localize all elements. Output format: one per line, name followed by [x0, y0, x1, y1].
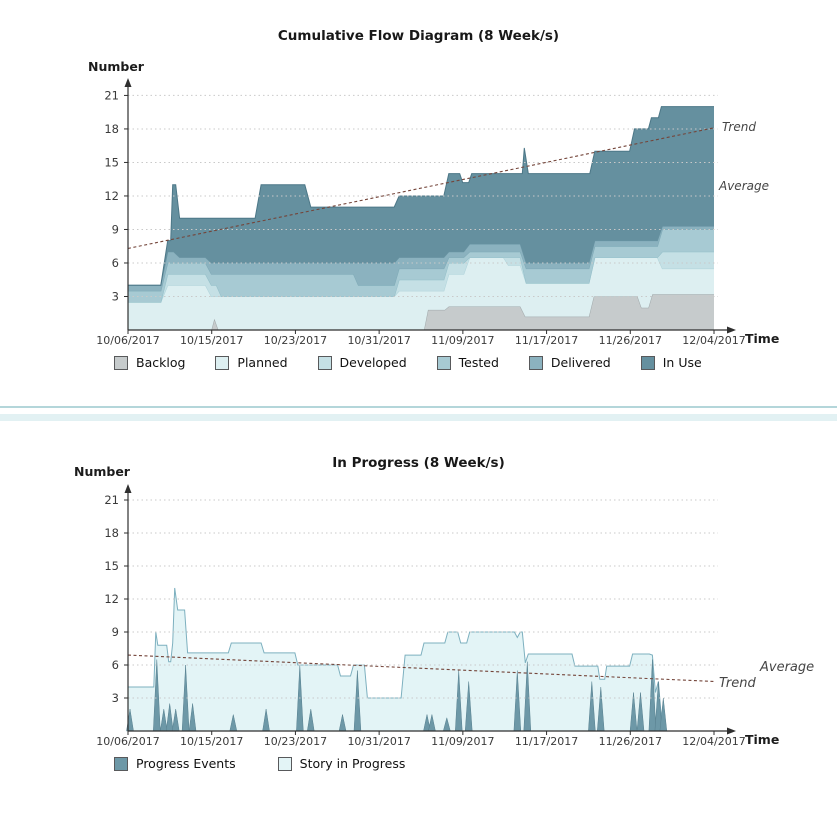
legend-item-story-in-progress: Story in Progress [277, 756, 406, 771]
area-planned [128, 257, 714, 330]
divider-line-bottom [0, 414, 837, 421]
x-tick-label: 11/26/2017 [599, 334, 662, 347]
area-tested [128, 229, 714, 303]
in-progress-legend: Progress Events Story in Progress [114, 756, 405, 771]
area-outline [128, 587, 663, 732]
legend-label: Tested [458, 355, 499, 370]
x-tick-label: 10/23/2017 [264, 334, 327, 347]
x-tick-label: 10/23/2017 [264, 735, 327, 748]
y-tick-label: 21 [104, 88, 119, 102]
cfd-average-label: Average [719, 179, 769, 193]
in-progress-trend-label: Trend [719, 676, 756, 691]
legend-swatch [436, 355, 451, 370]
y-axis-arrow-icon [124, 78, 132, 87]
y-tick-label: 6 [112, 658, 119, 672]
legend-label: Planned [237, 355, 288, 370]
legend-swatch [528, 355, 543, 370]
x-tick-label: 10/15/2017 [180, 735, 243, 748]
x-tick-label: 10/31/2017 [347, 334, 410, 347]
legend-swatch [640, 355, 655, 370]
y-axis-arrow-icon [124, 484, 132, 493]
legend-swatch [114, 355, 128, 370]
y-tick-label: 12 [104, 189, 119, 203]
x-tick-label: 12/04/2017 [682, 334, 745, 347]
in-progress-x-axis-label: Time [745, 732, 780, 747]
x-tick-label: 11/17/2017 [515, 735, 578, 748]
legend-item-delivered: Delivered [528, 355, 611, 370]
x-tick-label: 10/15/2017 [180, 334, 243, 347]
area-backlog [128, 294, 714, 330]
legend-swatch [317, 355, 332, 370]
in-progress-y-axis-label: Number [74, 464, 130, 479]
y-tick-label: 18 [104, 526, 119, 540]
legend-item-planned: Planned [215, 355, 288, 370]
cfd-x-axis-label: Time [745, 331, 780, 346]
x-tick-label: 10/06/2017 [96, 735, 159, 748]
area-delivered [128, 226, 714, 291]
x-tick-label: 11/09/2017 [431, 735, 494, 748]
y-tick-label: 15 [104, 155, 119, 169]
legend-label: Delivered [550, 355, 611, 370]
legend-label: Story in Progress [299, 756, 406, 771]
legend-label: Progress Events [136, 756, 236, 771]
cfd-chart: 3 6 9 12 15 18 21 10/06/2017 10/15/2017 10/23/201… [0, 0, 837, 400]
legend-swatch [215, 355, 230, 370]
x-tick-label: 10/06/2017 [96, 334, 159, 347]
x-tick-label: 11/09/2017 [431, 334, 494, 347]
legend-item-tested: Tested [436, 355, 499, 370]
y-tick-label: 9 [112, 625, 119, 639]
in-progress-chart-title: In Progress (8 Week/s) [332, 455, 505, 471]
area-story-in-progress [128, 588, 663, 731]
legend-label: Developed [339, 355, 407, 370]
in-progress-chart-canvas: 3 6 9 12 15 18 21 10/06/2017 10/15/2017 10/23/201… [96, 484, 746, 748]
divider-line-top [0, 406, 837, 408]
y-tick-label: 6 [112, 256, 119, 270]
trend-line [127, 127, 715, 249]
legend-swatch [277, 756, 292, 771]
x-tick-label: 11/26/2017 [599, 735, 662, 748]
legend-label: In Use [662, 355, 702, 370]
in-progress-chart: 3 6 9 12 15 18 21 10/06/2017 10/15/2017 10/23/201… [0, 420, 837, 800]
trend-line [127, 654, 715, 683]
y-tick-label: 18 [104, 122, 119, 136]
legend-item-in-use: In Use [640, 355, 702, 370]
y-tick-label: 3 [112, 289, 119, 303]
cfd-trend-label: Trend [722, 120, 756, 134]
x-tick-label: 10/31/2017 [347, 735, 410, 748]
x-axis-arrow-icon [727, 326, 736, 334]
legend-item-backlog: Backlog [114, 355, 185, 370]
y-tick-label: 15 [104, 559, 119, 573]
y-tick-label: 9 [112, 222, 119, 236]
legend-swatch [114, 756, 128, 771]
cfd-chart-title: Cumulative Flow Diagram (8 Week/s) [277, 28, 560, 44]
cfd-y-axis-label: Number [88, 59, 144, 74]
x-axis-arrow-icon [727, 727, 736, 735]
area-in-use [128, 106, 714, 286]
legend-item-progress-events: Progress Events [114, 756, 236, 771]
legend-item-developed: Developed [317, 355, 407, 370]
legend-label: Backlog [136, 355, 186, 370]
in-progress-average-label: Average [760, 660, 815, 675]
area-outline [128, 106, 714, 286]
y-tick-label: 21 [104, 493, 119, 507]
x-tick-label: 12/04/2017 [682, 735, 745, 748]
y-tick-label: 3 [112, 691, 119, 705]
cfd-chart-canvas: 3 6 9 12 15 18 21 10/06/2017 10/15/2017 10/23/201… [96, 78, 746, 347]
cfd-legend: Backlog Planned Developed Tested Delivered In… [114, 355, 702, 370]
x-tick-label: 11/17/2017 [515, 334, 578, 347]
y-tick-label: 12 [104, 592, 119, 606]
